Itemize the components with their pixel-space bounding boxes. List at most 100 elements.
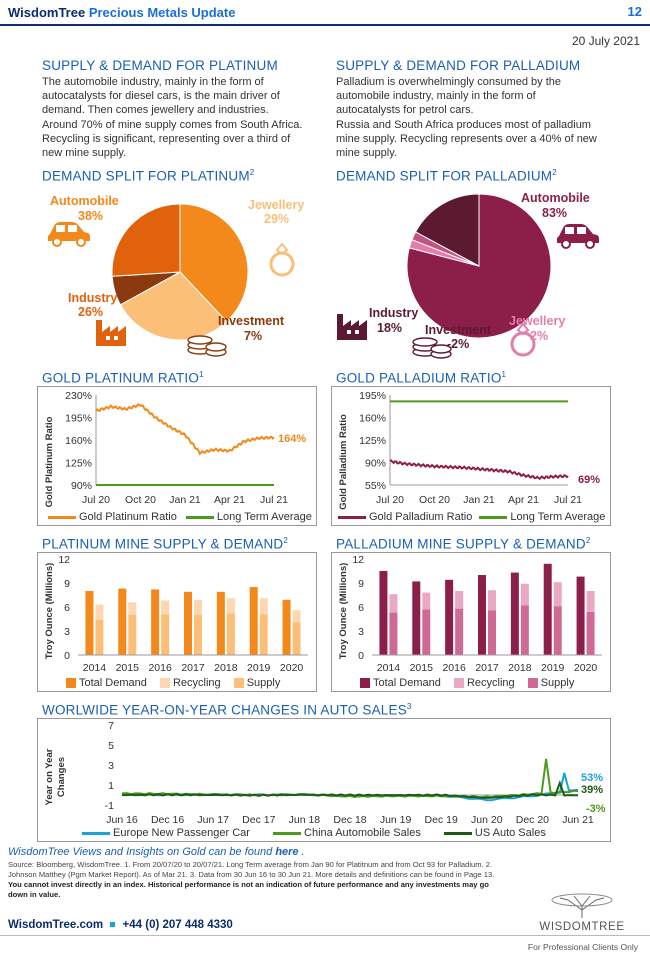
x-tick-label: Jan 21 [463,494,495,506]
bar-recycling [292,610,301,623]
y-tick-label: 195% [359,390,386,402]
bar-total-demand [216,591,225,655]
bar-total-demand [282,599,291,655]
bar-total-demand [445,579,454,655]
x-tick-label: Dec 16 [151,814,184,826]
bar-supply [292,622,301,655]
bar-recycling [259,598,268,615]
x-tick-label: Apr 21 [214,494,245,506]
x-tick-label: Oct 20 [125,494,156,506]
y-tick-label: 3 [64,626,70,638]
x-tick-label: 2019 [541,662,565,674]
disclaimer-line-2: down in value. [8,890,61,899]
pie-slice-jewellery [119,271,228,341]
y-tick-label: 160% [65,435,92,447]
x-tick-label: Dec 18 [333,814,366,826]
legend: Gold Palladium Ratio Long Term Average [338,511,605,523]
website-link[interactable]: WisdomTree.com [8,919,104,931]
bar-supply [128,615,137,655]
platinum-demand-title: DEMAND SPLIT FOR PLATINUM2 [42,168,255,184]
x-tick-label: Dec 20 [516,814,549,826]
pd-jewellery-label: Jewellery [509,314,565,328]
y-tick-label: 0 [358,650,364,662]
y-tick-label: 9 [64,578,70,590]
page-header [0,0,650,26]
factory-icon [96,320,126,346]
bar-recycling [422,592,431,610]
us-line [121,780,578,799]
end-value-label: 164% [278,433,306,445]
bar-total-demand [543,563,552,655]
pt-jewellery-label: Jewellery [248,198,304,212]
pd-automobile-label: Automobile [521,191,590,205]
pt-jewellery-pct: 29% [264,212,289,226]
pt-industry-label: Industry [68,291,117,305]
legend-swatch-us [443,831,472,835]
source-line-2: Johnson Matthey (Pgm Market Report). As … [8,870,495,879]
x-tick-label: Jan 21 [169,494,201,506]
bar-recycling [520,583,529,606]
bar-total-demand [478,575,486,655]
gold-platinum-ratio-title: GOLD PLATINUM RATIO1 [42,370,204,386]
palladium-supply-line: autocatalysts for petrol cars. [336,104,474,117]
palladium-supply-line: Palladium is overwhelmingly consumed by … [336,76,561,88]
legend-swatch-ratio [338,515,366,519]
y-axis-label: Gold Palladium Ratio [338,414,349,510]
palladium-mine-panel: Troy Ounce (Millions) 12 9 6 3 0 2014 2015 2016… [331,552,611,692]
bar-total-demand [510,572,519,655]
views-link[interactable]: here [275,846,299,858]
bar-total-demand [576,576,585,655]
y-tick-label: 6 [64,602,70,614]
x-tick-label: Jul 20 [82,494,110,506]
footer-divider [0,935,650,936]
x-tick-label: 2017 [181,662,205,674]
coins-icon [187,335,227,357]
bar-recycling [194,599,202,615]
palladium-supply-line: mine supply. [336,147,397,160]
bar-recycling [226,598,235,614]
bar-supply [455,608,464,655]
contact-line: WisdomTree.com +44 (0) 207 448 4330 [8,919,233,931]
x-tick-label: 2016 [148,662,172,674]
bar-recycling [161,600,170,615]
gold-palladium-ratio-panel: Gold Palladium Ratio 69% 195% 160% 125% 90%… [331,386,611,526]
x-tick-label: Oct 20 [419,494,450,506]
report-date: 20 July 2021 [571,34,640,48]
platinum-supply-line: Around 70% of mine supply comes from Sou… [42,118,303,131]
wisdomtree-logo: WISDOMTREE [539,893,624,933]
y-tick-label: 12 [58,554,70,566]
ratio-line [95,403,275,456]
y-tick-label: 0 [64,650,70,662]
x-tick-label: 2020 [574,662,598,674]
legend-swatch-supply [527,678,538,689]
legend-swatch-recycling [453,678,464,689]
x-tick-label: 2014 [377,662,401,674]
y-tick-label: 125% [359,435,386,447]
bar-supply [226,613,235,655]
y-tick-label: 3 [108,760,114,772]
auto-sales-title: WORLWIDE YEAR-ON-YEAR CHANGES IN AUTO SA… [42,702,412,718]
x-tick-label: Jun 21 [562,814,594,826]
x-tick-label: Jun 17 [197,814,229,826]
platinum-mine-chart: Troy Ounce (Millions) 12 9 6 3 0 2014 2015 2016… [44,554,308,674]
bar-recycling [128,602,137,615]
legend-swatch-recycling [159,678,170,689]
y-tick-label: 6 [358,602,364,614]
pd-automobile-pct: 83% [542,206,567,220]
y-tick-label: 195% [65,413,92,425]
platinum-supply-line: Recycling is significant, representing o… [42,132,291,145]
bar-supply [259,614,268,655]
x-tick-label: 2014 [83,662,107,674]
legend-swatch-europe [82,831,110,835]
pt-industry-pct: 26% [78,305,103,319]
legend-swatch-ratio [48,515,76,519]
bar-total-demand [379,571,388,655]
x-tick-label: 2015 [116,662,140,674]
end-value-label: 69% [578,474,600,486]
y-tick-label: 90% [365,458,386,470]
ratio-line [389,459,569,481]
platinum-pie-chart: Automobile 38% Jewellery 29% Industry 26… [48,194,304,357]
pd-investment-label: Investment [425,323,492,337]
us-end-label: -3% [586,803,606,815]
x-tick-label: 2015 [410,662,434,674]
